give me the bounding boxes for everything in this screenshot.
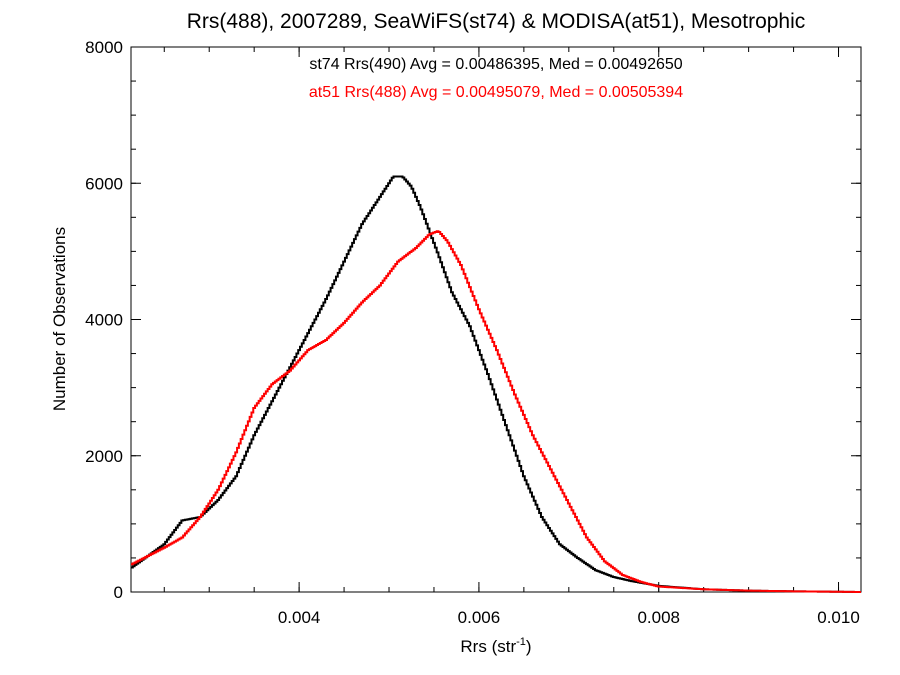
chart-title: Rrs(488), 2007289, SeaWiFS(st74) & MODIS… <box>187 10 806 33</box>
x-axis-title-close: ) <box>526 637 532 656</box>
y-axis: 0 2000 4000 6000 8000 <box>85 38 861 602</box>
x-tick-label: 0.010 <box>817 608 860 627</box>
annotation-st74: st74 Rrs(490) Avg = 0.00486395, Med = 0.… <box>309 56 682 73</box>
y-axis-title: Number of Observations <box>50 227 69 411</box>
x-axis-title-main: Rrs (str <box>460 637 516 656</box>
series-at51-line <box>131 230 861 593</box>
y-tick-label: 0 <box>114 583 123 602</box>
x-axis-title-superscript: -1 <box>516 636 526 648</box>
y-tick-label: 4000 <box>85 311 123 330</box>
plot-frame <box>130 46 862 593</box>
series-st74-line <box>131 175 861 593</box>
x-axis: 0.004 0.006 0.008 0.010 <box>163 47 860 627</box>
x-tick-label: 0.004 <box>278 608 321 627</box>
y-tick-label: 6000 <box>85 174 123 193</box>
annotation-at51: at51 Rrs(488) Avg = 0.00495079, Med = 0.… <box>309 84 683 101</box>
x-axis-title: Rrs (str-1) <box>460 636 531 656</box>
series-layer <box>131 175 861 593</box>
y-tick-label: 8000 <box>85 38 123 57</box>
x-tick-label: 0.006 <box>458 608 501 627</box>
x-tick-label: 0.008 <box>637 608 680 627</box>
y-tick-label: 2000 <box>85 447 123 466</box>
